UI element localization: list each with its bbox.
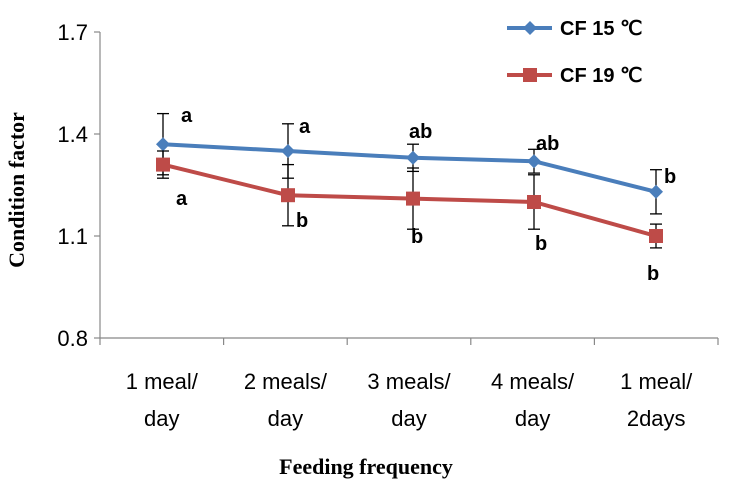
significance-label: a <box>299 116 311 138</box>
legend-label: CF 15 ℃ <box>560 18 642 40</box>
data-point <box>406 191 420 206</box>
data-point <box>649 184 663 199</box>
x-category-label: 3 meals/ <box>367 369 451 394</box>
x-axis-categories: 1 meal/day 2 meals/day 3 meals/day 4 meals/… <box>99 338 719 431</box>
data-point <box>156 157 170 172</box>
series-2 <box>156 150 663 249</box>
data-point <box>156 137 170 152</box>
significance-label: b <box>296 210 308 232</box>
x-category-label: 4 meals/ <box>491 369 575 394</box>
series-1 <box>156 112 663 215</box>
legend: CF 15 ℃ CF 19 ℃ <box>507 18 642 87</box>
significance-label: b <box>411 226 423 248</box>
significance-label: a <box>181 105 193 127</box>
axes <box>99 32 718 339</box>
significance-label: b <box>664 166 676 188</box>
x-category-label: 2 meals/ <box>244 369 328 394</box>
data-point <box>527 154 541 169</box>
y-tick-label: 1.1 <box>57 224 88 249</box>
x-category-label: day <box>144 406 179 431</box>
significance-label: b <box>535 233 547 255</box>
data-point <box>281 188 295 203</box>
x-category-label: 2days <box>627 406 686 431</box>
significance-label: b <box>647 263 659 285</box>
y-tick-label: 1.4 <box>57 122 88 147</box>
x-axis-title: Feeding frequency <box>279 454 453 479</box>
y-tick-label: 1.7 <box>57 20 88 45</box>
y-axis-title: Condition factor <box>4 112 29 268</box>
legend-label: CF 19 ℃ <box>560 65 642 87</box>
x-category-label: 1 meal/ <box>126 369 199 394</box>
significance-label: ab <box>536 133 559 155</box>
legend-marker <box>523 21 537 35</box>
y-axis-ticks: 0.8 1.1 1.4 1.7 <box>57 20 100 351</box>
y-tick-label: 0.8 <box>57 326 88 351</box>
data-point <box>406 150 420 165</box>
legend-marker <box>523 68 537 82</box>
significance-labels-1: a a ab ab b <box>181 105 676 188</box>
x-category-label: day <box>268 406 303 431</box>
significance-label: a <box>176 188 188 210</box>
x-category-label: 1 meal/ <box>620 369 693 394</box>
data-point <box>281 144 295 158</box>
significance-labels-2: a b b b b <box>176 188 659 285</box>
significance-label: ab <box>409 121 432 143</box>
data-point <box>527 195 541 209</box>
x-category-label: day <box>515 406 550 431</box>
x-category-label: day <box>391 406 426 431</box>
data-point <box>649 229 663 243</box>
